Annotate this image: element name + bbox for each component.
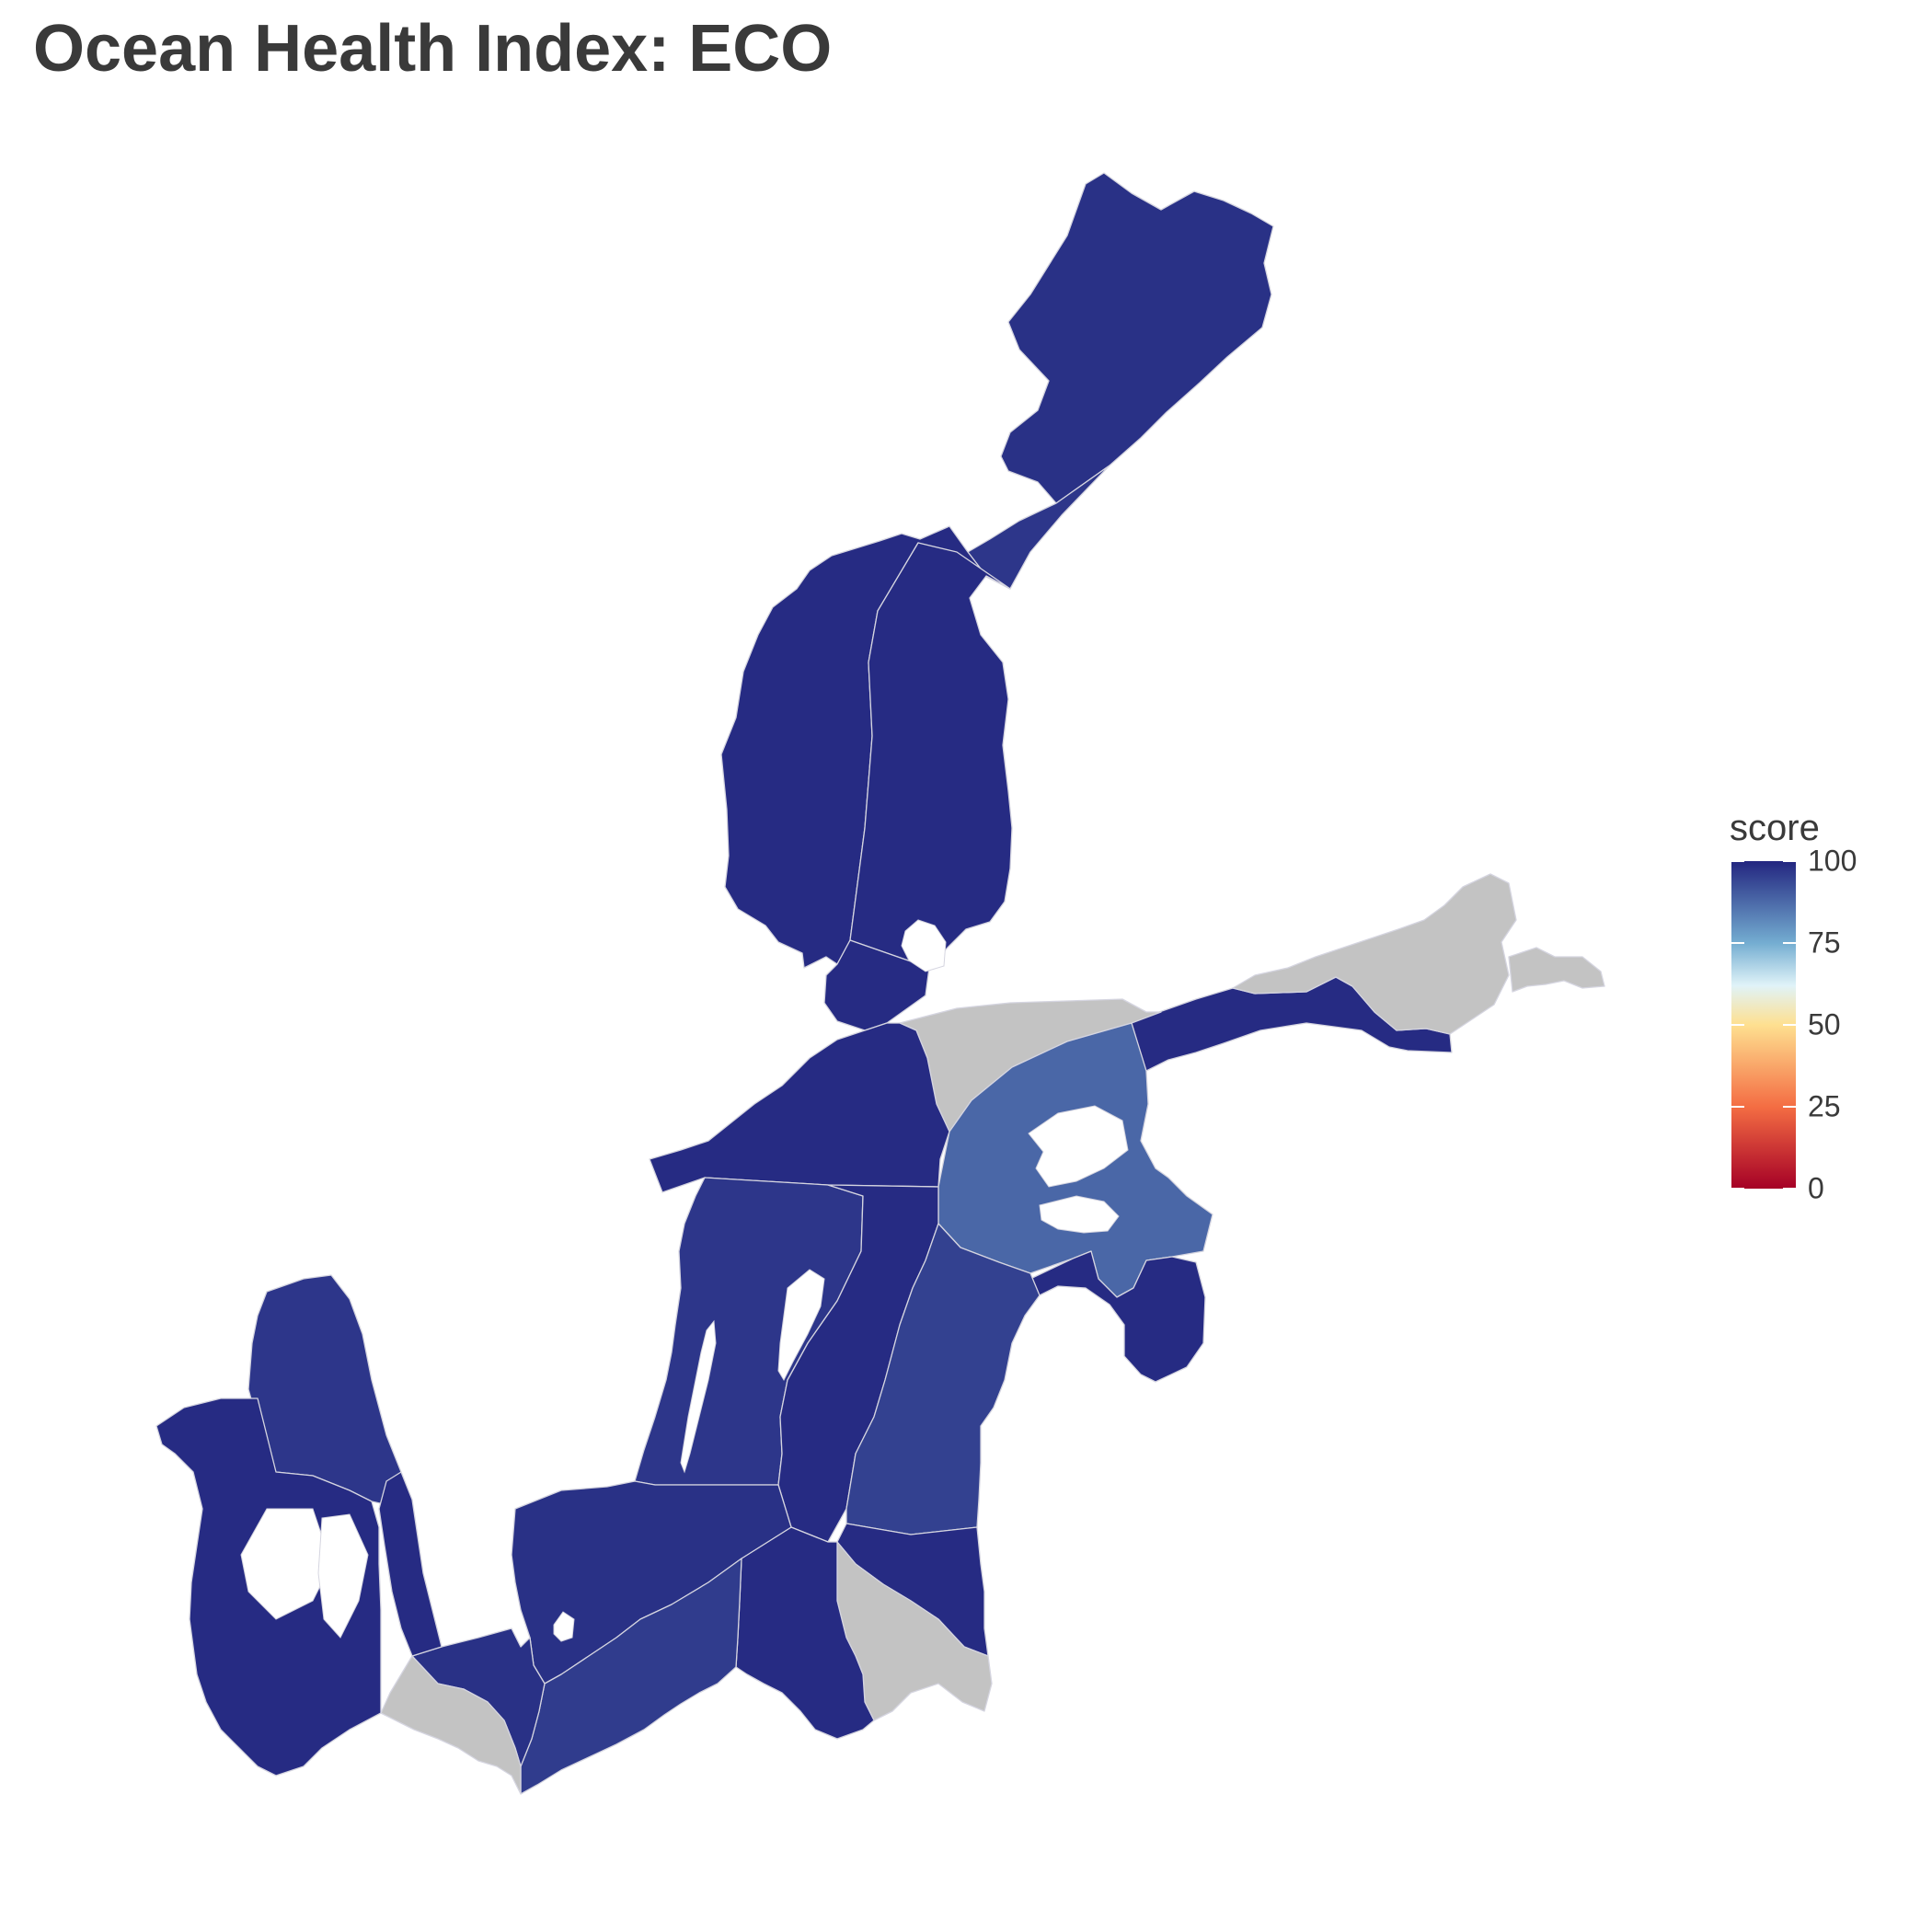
- island-2: [1028, 1105, 1129, 1188]
- page-title: Ocean Health Index: ECO: [33, 12, 833, 86]
- islands-layer: [240, 919, 1129, 1642]
- island-8: [317, 1513, 369, 1639]
- region-gulf-of-riga: [1029, 1250, 1206, 1383]
- region-bothnian-bay-north: [1000, 172, 1274, 504]
- legend-tick-label: 25: [1808, 1089, 1841, 1123]
- legend-tick-label: 0: [1808, 1171, 1824, 1205]
- region-gdansk-basin: [735, 1526, 875, 1740]
- region-bothnian-sea-east: [849, 542, 1013, 969]
- legend: score 100 75 50 25 0: [1730, 808, 1914, 1205]
- island-4: [777, 1269, 825, 1382]
- island-3: [1039, 1195, 1120, 1234]
- legend-tick-label: 50: [1808, 1007, 1841, 1041]
- legend-tick-label: 100: [1808, 844, 1857, 878]
- regions-layer: [155, 172, 1605, 1795]
- island-1: [901, 919, 947, 972]
- region-eastern-gotland-basin-latvia-lithuania: [845, 1223, 1041, 1535]
- island-6: [553, 1611, 575, 1642]
- region-the-sound: [378, 1471, 443, 1657]
- color-scale-bar: [1731, 861, 1796, 1189]
- island-5: [680, 1319, 717, 1474]
- region-northern-baltic-proper-west: [649, 1022, 950, 1193]
- island-7: [240, 1508, 332, 1620]
- region-gulf-of-finland-russian: [1232, 873, 1605, 1035]
- legend-tickmarks: [1731, 861, 1796, 1189]
- legend-title: score: [1730, 808, 1820, 848]
- legend-tick-label: 75: [1808, 926, 1841, 960]
